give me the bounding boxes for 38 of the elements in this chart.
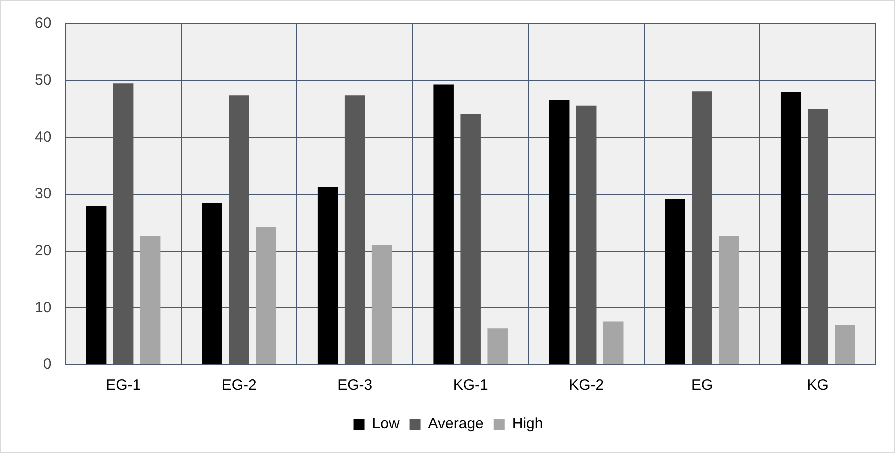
bar [488, 328, 508, 364]
y-tick-label: 30 [34, 186, 52, 203]
bar [808, 109, 828, 364]
x-tick-label: EG [692, 377, 714, 394]
y-tick-label: 10 [34, 299, 52, 316]
legend-label: Low [372, 416, 400, 433]
legend-label: High [512, 416, 544, 433]
x-tick-label: KG-2 [569, 377, 604, 394]
y-tick-label: 40 [34, 128, 52, 146]
y-tick-label: 50 [34, 72, 52, 89]
bar [344, 96, 366, 364]
legend-label: Average [428, 416, 484, 433]
y-tick-label: 0 [43, 356, 52, 374]
x-tick-label: KG-1 [453, 377, 488, 394]
bar [434, 84, 454, 364]
bar [318, 187, 338, 364]
bar [603, 322, 624, 364]
bar [576, 106, 597, 364]
y-tick-label: 60 [34, 15, 52, 32]
x-tick-label: KG [807, 377, 829, 394]
bar [140, 236, 161, 364]
x-tick-label: EG-3 [338, 377, 373, 394]
bar [229, 96, 250, 364]
y-tick-label: 20 [34, 242, 52, 260]
bar [692, 92, 712, 364]
bar [372, 245, 392, 364]
bar [665, 199, 686, 364]
bar [113, 84, 134, 364]
x-tick-label: EG-1 [106, 377, 142, 394]
bar [86, 206, 107, 364]
x-tick-label: EG-2 [222, 377, 257, 394]
bar [780, 92, 802, 364]
bar [256, 227, 276, 364]
bar [719, 236, 740, 364]
bar [460, 114, 481, 364]
bar [549, 100, 570, 364]
bar [835, 325, 856, 364]
bar [202, 203, 222, 364]
